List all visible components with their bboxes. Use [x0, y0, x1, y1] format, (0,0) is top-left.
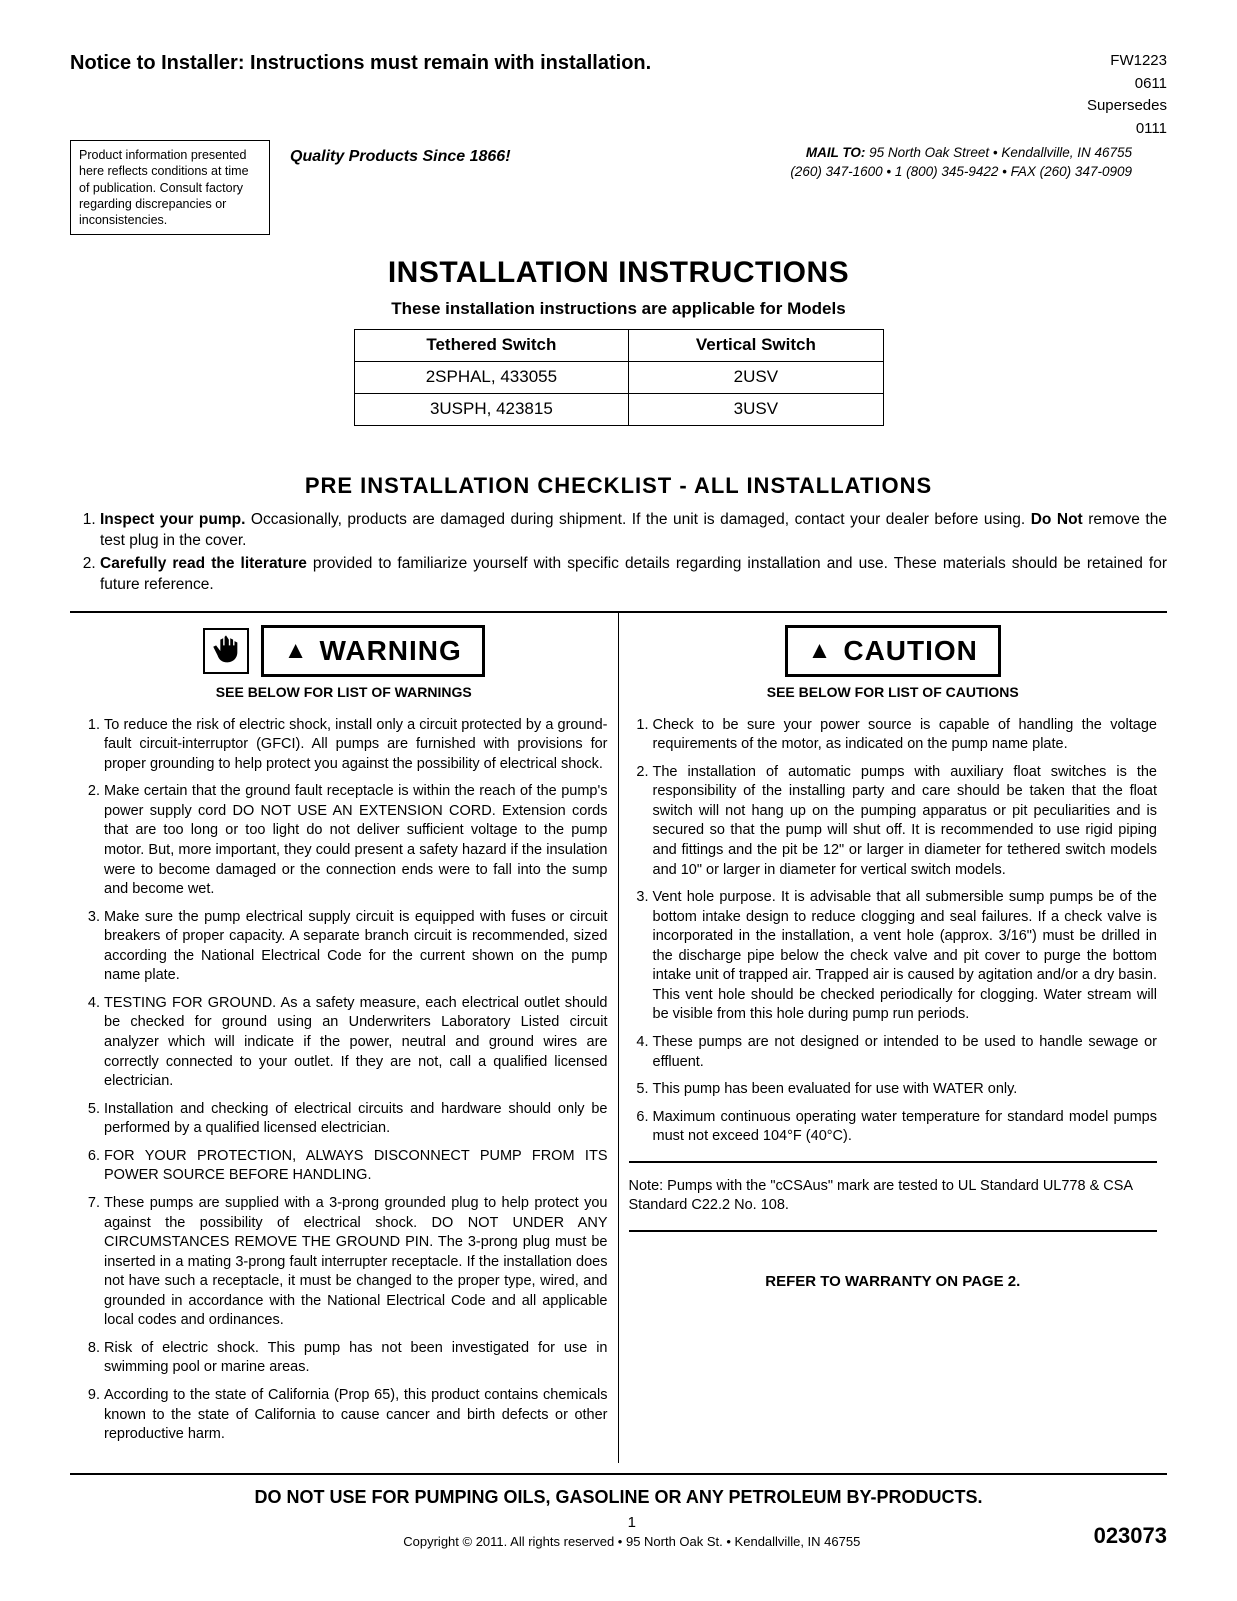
doc-id: FW1223 — [1087, 50, 1167, 73]
caution-item: Maximum continuous operating water tempe… — [653, 1108, 1158, 1147]
caution-label: CAUTION — [843, 632, 978, 670]
caution-item: These pumps are not designed or intended… — [653, 1033, 1158, 1072]
doc-rev: 0611 — [1087, 73, 1167, 96]
page-subtitle: These installation instructions are appl… — [70, 298, 1167, 321]
tagline: Quality Products Since 1866! — [290, 146, 511, 168]
hand-icon-svg — [209, 634, 243, 668]
warning-triangle-icon: ▲ — [284, 639, 308, 663]
copyright: Copyright © 2011. All rights reserved • … — [170, 1533, 1094, 1551]
supersedes-rev: 0111 — [1087, 118, 1167, 141]
caution-header: ▲ CAUTION — [629, 625, 1158, 677]
page-number: 1 — [170, 1513, 1094, 1533]
caution-column: ▲ CAUTION SEE BELOW FOR LIST OF CAUTIONS… — [619, 613, 1168, 1463]
mail-to-label: MAIL TO: — [806, 145, 866, 160]
mail-phones: (260) 347-1600 • 1 (800) 345-9422 • FAX … — [531, 163, 1132, 182]
model-table: Tethered Switch Vertical Switch 2SPHAL, … — [354, 329, 884, 426]
caution-item: This pump has been evaluated for use wit… — [653, 1080, 1158, 1100]
mail-address: 95 North Oak Street • Kendallville, IN 4… — [865, 145, 1132, 160]
footer-row: 1 Copyright © 2011. All rights reserved … — [70, 1513, 1167, 1551]
warning-see-below: SEE BELOW FOR LIST OF WARNINGS — [80, 683, 608, 702]
caution-box: ▲ CAUTION — [785, 625, 1001, 677]
pre-section-title: PRE INSTALLATION CHECKLIST - ALL INSTALL… — [70, 471, 1167, 501]
cell: 2USV — [629, 361, 883, 393]
warning-item: FOR YOUR PROTECTION, ALWAYS DISCONNECT P… — [104, 1147, 608, 1186]
warning-item: According to the state of California (Pr… — [104, 1386, 608, 1445]
warning-column: ▲ WARNING SEE BELOW FOR LIST OF WARNINGS… — [70, 613, 619, 1463]
notice-title: Notice to Installer: Instructions must r… — [70, 50, 651, 77]
table-row: 3USPH, 423815 3USV — [354, 393, 883, 425]
hand-stop-icon — [203, 628, 249, 674]
mail-line1: MAIL TO: 95 North Oak Street • Kendallvi… — [531, 144, 1132, 163]
warning-header: ▲ WARNING — [80, 625, 608, 677]
caution-see-below: SEE BELOW FOR LIST OF CAUTIONS — [629, 683, 1158, 702]
header-row: Notice to Installer: Instructions must r… — [70, 50, 1167, 140]
bottom-warning: DO NOT USE FOR PUMPING OILS, GASOLINE OR… — [70, 1473, 1167, 1509]
warning-box: ▲ WARNING — [261, 625, 485, 677]
warning-item: Make certain that the ground fault recep… — [104, 782, 608, 899]
warning-item: Risk of electric shock. This pump has no… — [104, 1339, 608, 1378]
doc-code: 023073 — [1094, 1521, 1167, 1551]
table-header-vertical: Vertical Switch — [629, 329, 883, 361]
warning-item: These pumps are supplied with a 3-prong … — [104, 1194, 608, 1331]
pre-list: Inspect your pump. Occasionally, product… — [70, 510, 1167, 596]
page-title: INSTALLATION INSTRUCTIONS — [70, 253, 1167, 294]
pre-item: Inspect your pump. Occasionally, product… — [100, 510, 1167, 552]
table-row: 2SPHAL, 433055 2USV — [354, 361, 883, 393]
warning-caution-columns: ▲ WARNING SEE BELOW FOR LIST OF WARNINGS… — [70, 611, 1167, 1463]
warning-item: Installation and checking of electrical … — [104, 1100, 608, 1139]
cell: 3USV — [629, 393, 883, 425]
pre-bold: Inspect your pump. — [100, 511, 245, 528]
warning-item: Make sure the pump electrical supply cir… — [104, 908, 608, 986]
footer-center: 1 Copyright © 2011. All rights reserved … — [170, 1513, 1094, 1551]
warranty-reference: REFER TO WARRANTY ON PAGE 2. — [629, 1272, 1158, 1292]
note-block: Note: Pumps with the "cCSAus" mark are t… — [629, 1161, 1158, 1232]
caution-item: Vent hole purpose. It is advisable that … — [653, 888, 1158, 1025]
pre-text: Occasionally, products are damaged durin… — [245, 511, 1030, 528]
warning-label: WARNING — [319, 632, 461, 670]
product-info-box: Product information presented here refle… — [70, 140, 270, 235]
table-header-tethered: Tethered Switch — [354, 329, 629, 361]
cell: 3USPH, 423815 — [354, 393, 629, 425]
supersedes-label: Supersedes — [1087, 95, 1167, 118]
info-row: Product information presented here refle… — [70, 140, 1167, 235]
pre-bold2: Do Not — [1031, 511, 1083, 528]
pre-bold: Carefully read the literature — [100, 555, 307, 572]
pre-item: Carefully read the literature provided t… — [100, 554, 1167, 596]
warning-item: TESTING FOR GROUND. As a safety measure,… — [104, 994, 608, 1092]
warning-list: To reduce the risk of electric shock, in… — [80, 716, 608, 1445]
mail-block: MAIL TO: 95 North Oak Street • Kendallvi… — [531, 144, 1132, 182]
caution-triangle-icon: ▲ — [808, 639, 832, 663]
caution-list: Check to be sure your power source is ca… — [629, 716, 1158, 1147]
cell: 2SPHAL, 433055 — [354, 361, 629, 393]
doc-codes: FW1223 0611 Supersedes 0111 — [1087, 50, 1167, 140]
caution-item: Check to be sure your power source is ca… — [653, 716, 1158, 755]
warning-item: To reduce the risk of electric shock, in… — [104, 716, 608, 775]
caution-item: The installation of automatic pumps with… — [653, 763, 1158, 880]
